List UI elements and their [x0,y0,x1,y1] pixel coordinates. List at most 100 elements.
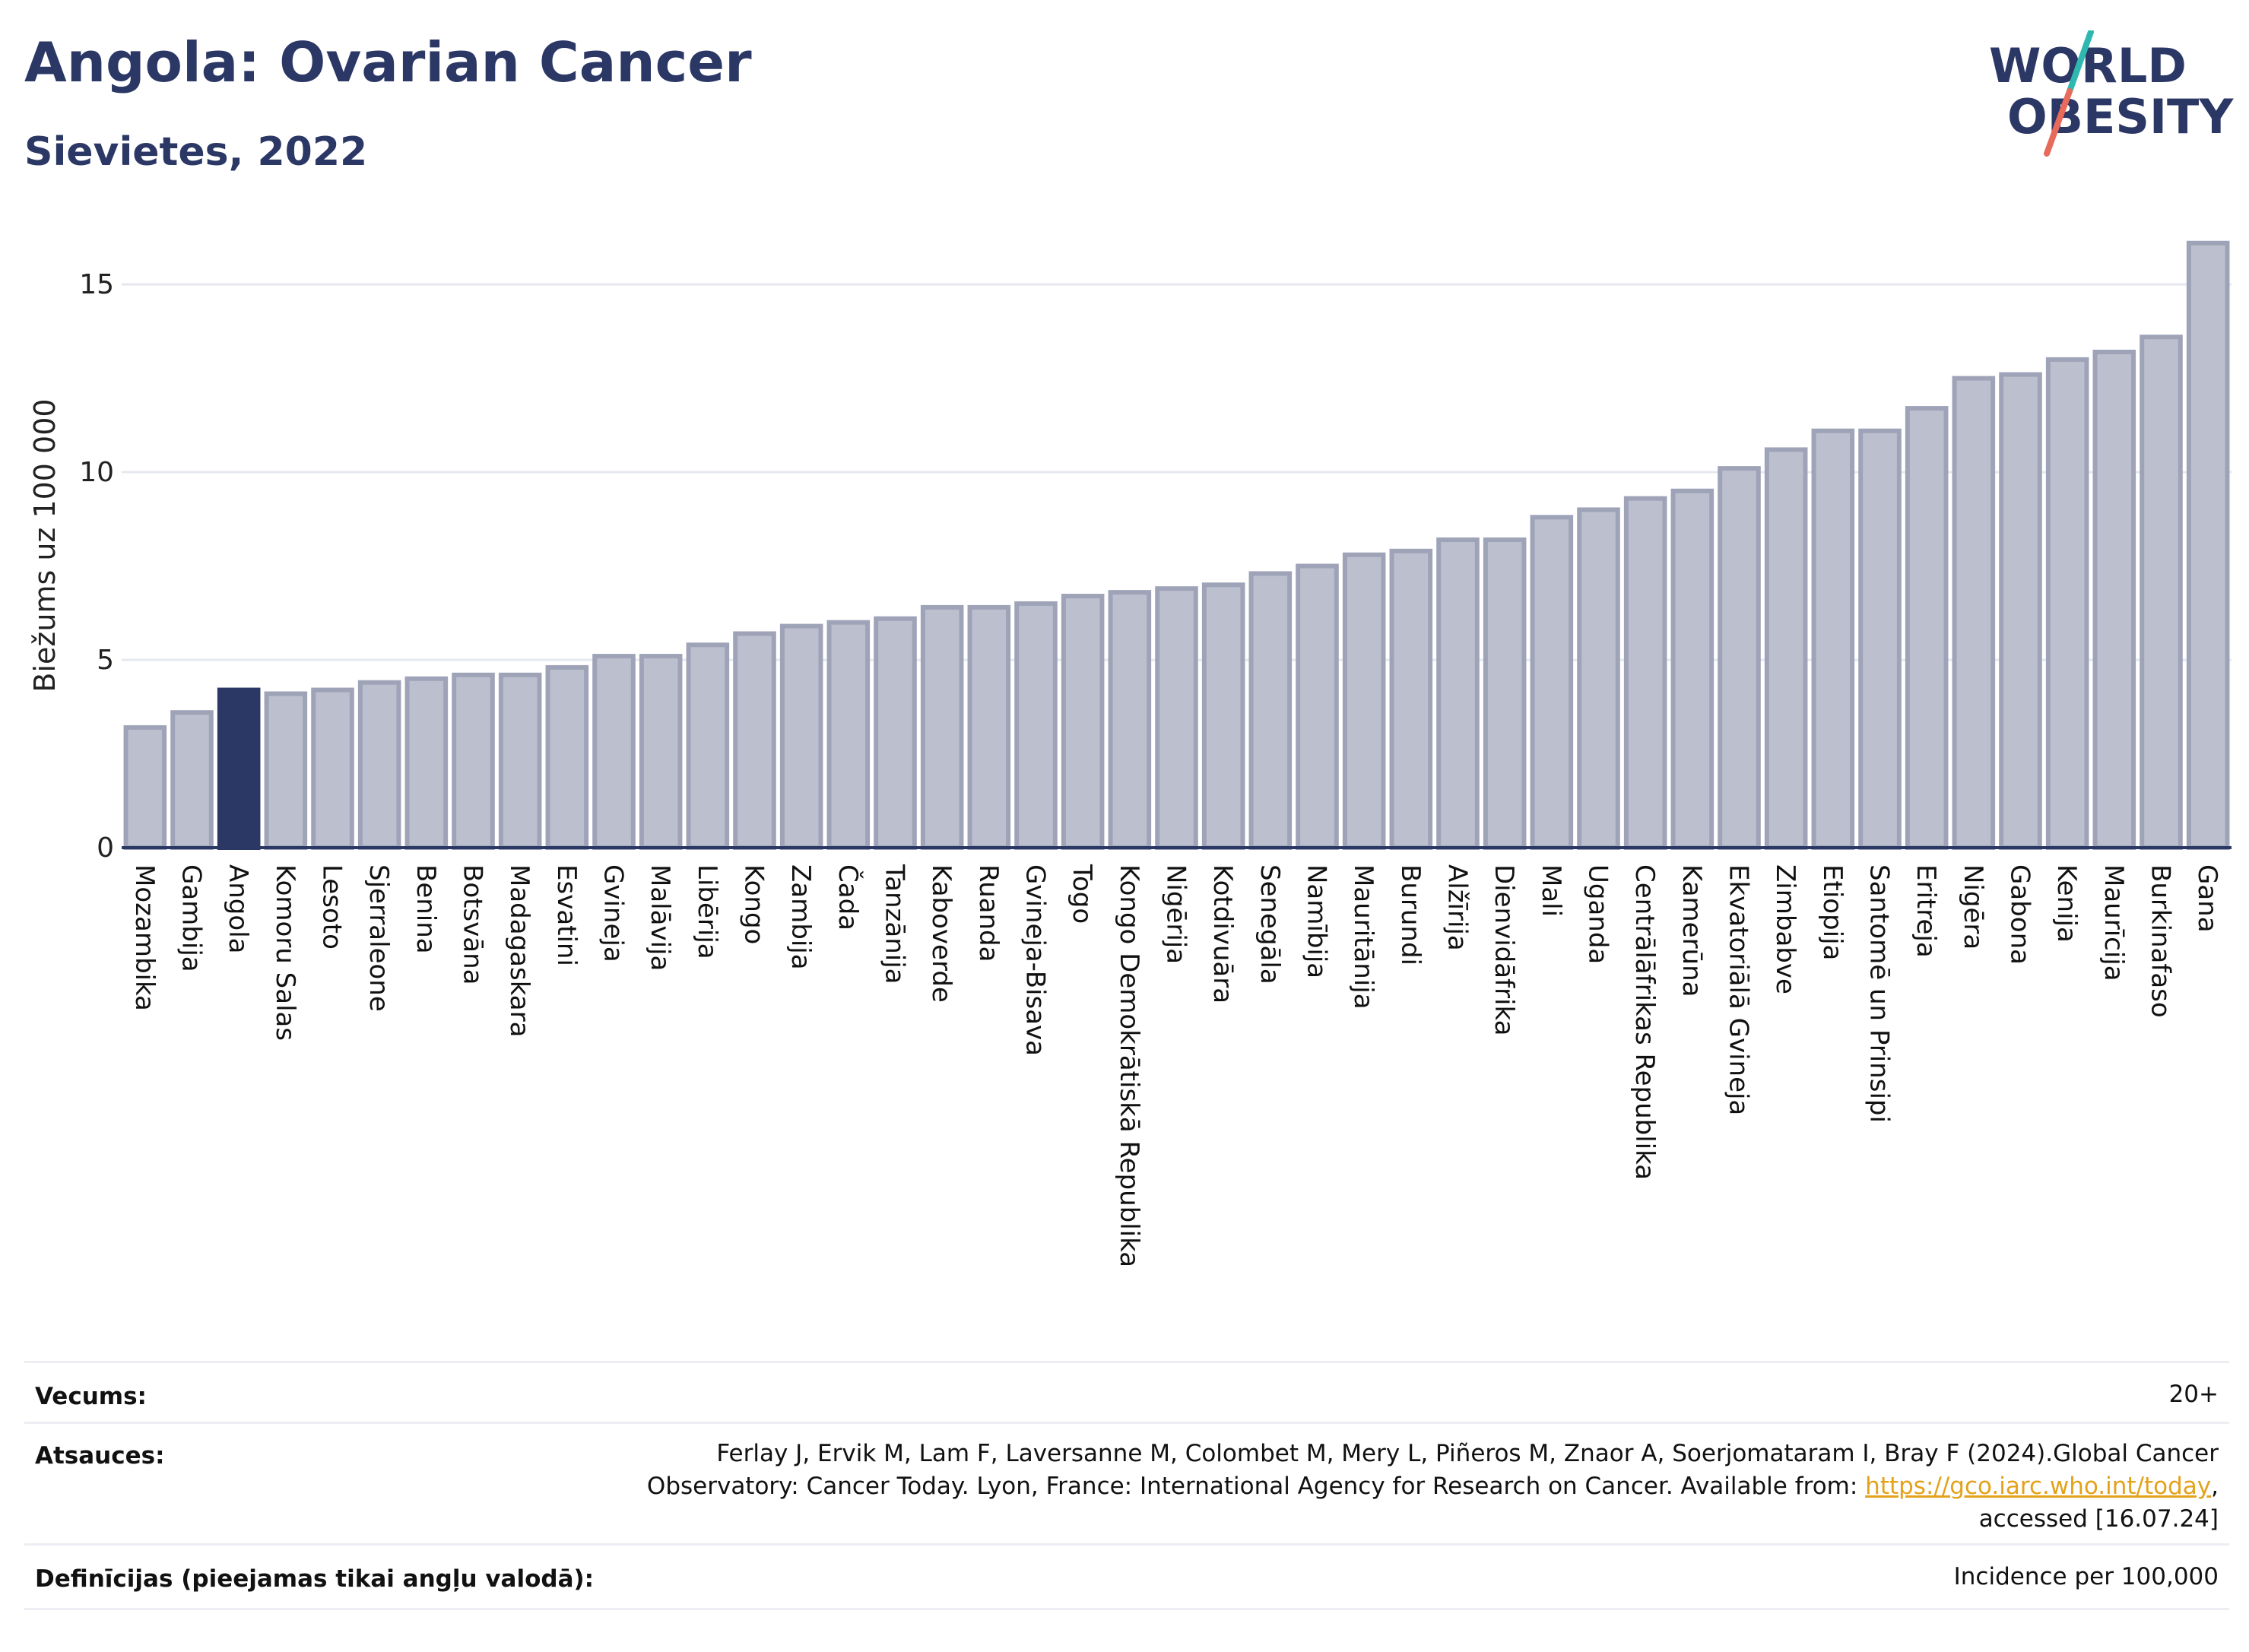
x-tick-label: Komoru Salas [270,864,300,1041]
bar [967,604,1011,850]
bar [545,664,589,851]
x-tick-label: Benina [411,864,441,954]
x-tick-label: Senegāla [1255,864,1285,985]
x-tick-label: Ruanda [973,864,1004,962]
bar [1999,372,2042,850]
x-tick-label: Centrālāfrikas Republika [1629,864,1660,1180]
bar [123,725,167,850]
x-tick-label: Kenija [2051,864,2082,943]
bar [592,654,636,850]
age-label: Vecums: [35,1383,147,1410]
age-row: Vecums: 20+ [24,1361,2229,1424]
x-tick-label: Libērija [692,864,722,959]
sources-line2: Observatory: Cancer Today. Lyon, France:… [647,1470,2219,1503]
x-tick-label: Togo [1067,864,1097,924]
sources-line1: Ferlay J, Ervik M, Lam F, Laversanne M, … [716,1440,2219,1467]
x-tick-label: Gambija [176,864,207,972]
x-tick-label: Madagaskara [504,864,534,1037]
y-tick-label: 10 [79,457,114,488]
bar [874,616,917,850]
x-tick-label: Nigēra [1958,864,1988,950]
sources-line3: accessed [16.07.24] [1978,1505,2219,1533]
logo-slash-bottom [2044,88,2073,157]
x-tick-label: Lesoto [317,864,347,950]
page-subtitle: Sievietes, 2022 [24,129,368,175]
x-tick-label: Gvineja [598,864,629,962]
bar [1389,548,1433,851]
x-tick-label: Malāvija [645,864,675,971]
bar [311,687,354,851]
x-tick-label: Esvatini [551,864,582,966]
logo-slash-top [2067,30,2094,94]
bar [498,672,542,851]
bar [1952,376,1996,850]
x-tick-label: Gabona [2005,864,2035,965]
bar [264,691,308,851]
definitions-row: Definīcijas (pieejamas tikai angļu valod… [24,1543,2229,1610]
bar-chart: 0 5 10 15 Biežums uz 100 000 Mozambika Gambija… [28,240,2232,1267]
bar [779,623,823,850]
sources-line2-end: , [2211,1473,2219,1500]
x-tick-label: Kongo Demokrātiskā Republika [1114,864,1144,1267]
x-tick-label: Mauritānija [1348,864,1378,1010]
bar [2092,350,2136,850]
x-tick-label: Mozambika [129,864,160,1011]
bar [217,687,261,851]
definitions-value: Incidence per 100,000 [1953,1563,2219,1590]
bar [1858,428,1902,850]
age-value: 20+ [2168,1381,2219,1408]
x-tick-label: Sjerraleone [363,864,394,1012]
bar [1764,447,1808,850]
bar [452,672,495,851]
x-tick-label: Santomē un Prinsipi [1864,864,1895,1123]
bar [920,604,964,850]
bar [1530,515,1574,850]
x-tick-label: Gvineja-Bisava [1020,864,1051,1056]
bar [1577,507,1620,850]
x-tick-label: Botsvāna [458,864,488,985]
bar [1296,563,1339,851]
x-tick-label: Mali [1536,864,1566,917]
definitions-label: Definīcijas (pieejamas tikai angļu valod… [35,1565,595,1593]
x-tick-label: Burundi [1395,864,1426,966]
bar [1342,552,1386,851]
x-tick-label: Maurīcija [2098,864,2129,981]
x-tick-label: Burkinafaso [2146,864,2176,1018]
bar [1483,537,1527,851]
bar [1061,594,1105,850]
x-tick-label: Kotdivuāra [1207,864,1238,1004]
x-tick-label: Zambija [785,864,816,970]
page-title: Angola: Ovarian Cancer [24,30,752,94]
sources-label: Atsauces: [35,1442,165,1470]
x-tick-label: Angola [223,864,253,953]
bar [733,631,776,850]
bar [170,710,214,850]
bar [826,620,871,850]
x-tick-label: Tanzānija [880,864,910,984]
x-tick-label: Dienvidāfrika [1489,864,1519,1035]
x-tick-label: Nigērija [1161,864,1191,964]
y-axis-label: Biežums uz 100 000 [28,398,62,692]
sources-link[interactable]: https://gco.iarc.who.int/today [1865,1473,2212,1500]
x-tick-label: Alžīrija [1442,864,1473,951]
logo-line2: OBESITY [2007,89,2234,144]
bar [1718,466,1761,850]
x-tick-label: Zimbabve [1770,864,1800,994]
bar [1436,537,1480,851]
x-tick-label: Ekvatoriālā Gvineja [1724,864,1754,1115]
world-obesity-logo: WORLD OBESITY [1989,30,2234,157]
bar [2045,357,2089,850]
bar [1248,571,1293,850]
x-tick-label: Namībija [1302,864,1332,978]
bar [1155,586,1198,850]
y-tick-label: 0 [97,832,114,864]
bar [1670,488,1715,850]
bar [1014,601,1058,850]
sources-line2-text: Observatory: Cancer Today. Lyon, France:… [646,1473,1866,1500]
metadata-table: Vecums: 20+ Atsauces: Ferlay J, Ervik M,… [24,1361,2229,1619]
x-tick-label: Kamerūna [1676,864,1707,997]
bar [1623,496,1667,850]
y-tick-label: 15 [79,269,114,300]
bar [2140,335,2183,850]
bar [1201,582,1245,850]
